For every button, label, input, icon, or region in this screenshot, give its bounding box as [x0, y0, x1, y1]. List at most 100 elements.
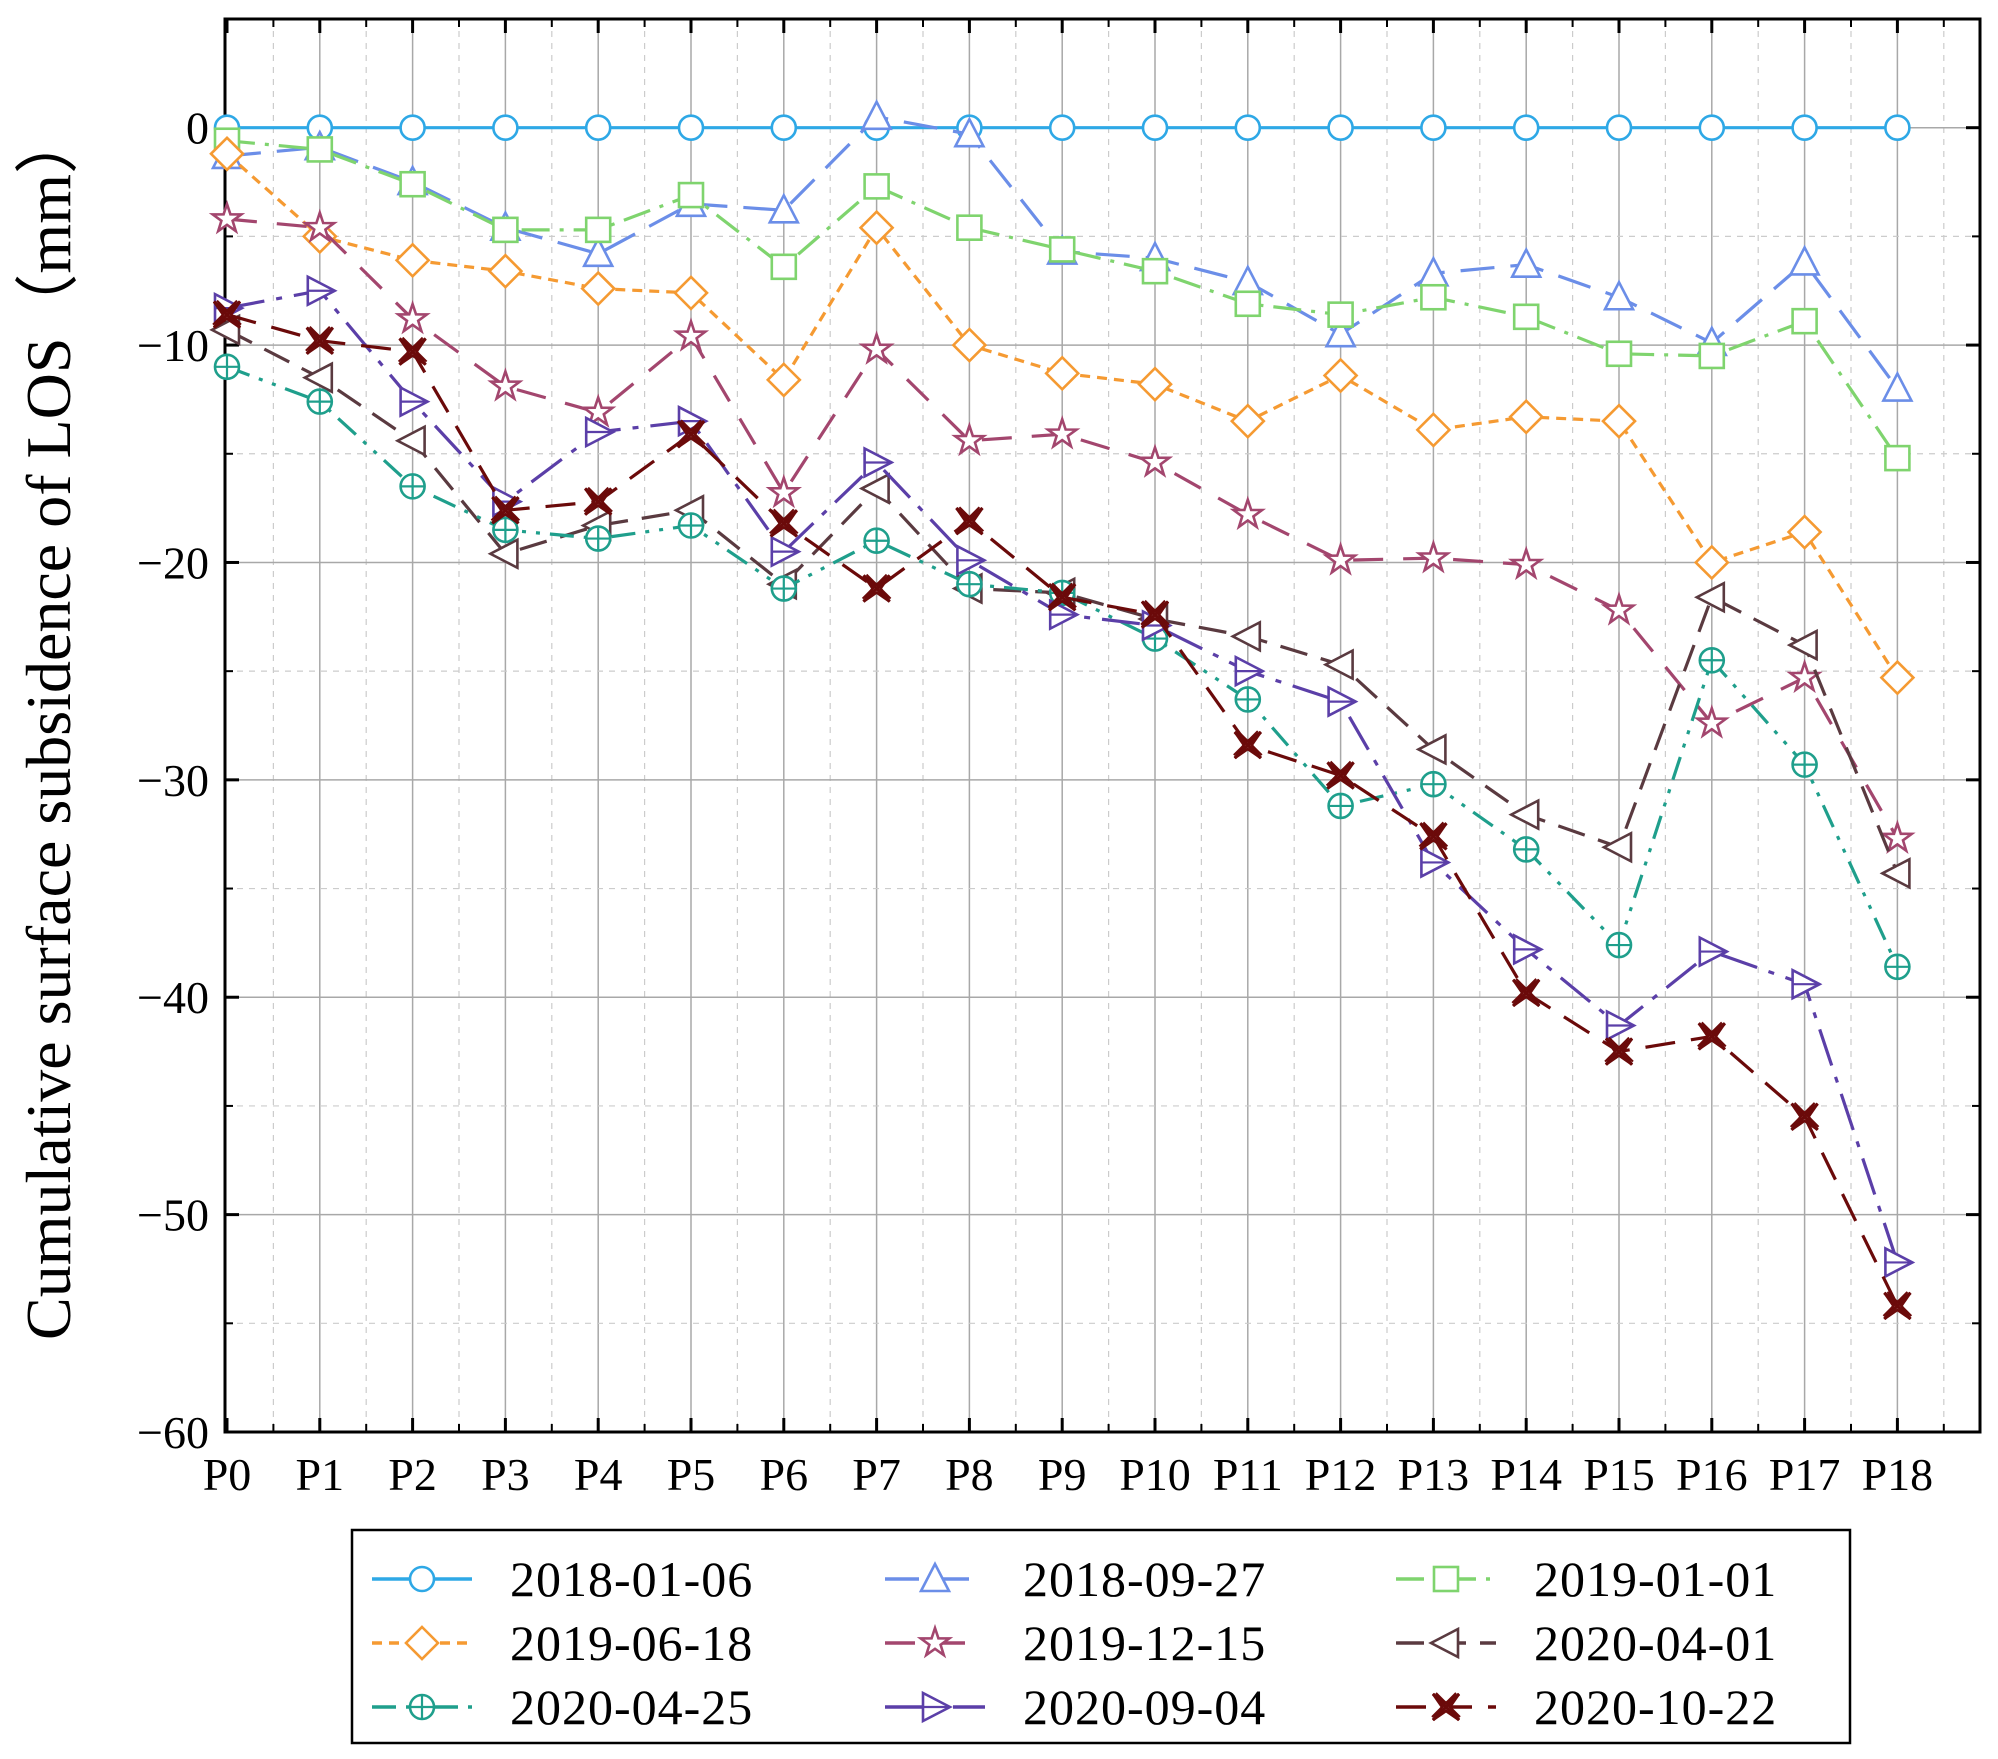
- data-point-2019-12-15-P7: [858, 330, 895, 365]
- legend-frame: [350, 1528, 1852, 1745]
- x-tick-label: P7: [852, 1449, 901, 1500]
- y-tick-label: −60: [137, 1407, 209, 1458]
- x-tick-label: P6: [760, 1449, 809, 1500]
- x-tick-label: P5: [667, 1449, 716, 1500]
- series-2019-06-18: [209, 135, 1916, 696]
- data-point-2019-12-15-P9: [1043, 415, 1081, 450]
- data-point-2020-04-01-P12: [1322, 648, 1354, 681]
- data-point-2020-04-25-P12: [1327, 792, 1354, 820]
- data-point-2019-01-01-P15: [1605, 340, 1633, 368]
- data-point-2020-10-22-P5: [676, 419, 706, 449]
- series-2018-01-06: [213, 114, 1911, 141]
- data-point-2018-09-27-P11: [1231, 264, 1264, 296]
- data-point-2020-04-25-P7: [863, 527, 890, 555]
- data-point-2019-06-18-P8: [951, 327, 988, 363]
- x-tick-label: P4: [574, 1449, 623, 1500]
- data-point-2019-01-01-P4: [584, 216, 612, 244]
- data-point-2020-10-22-P6: [769, 508, 799, 538]
- x-tick-label: P8: [945, 1449, 994, 1500]
- data-point-2019-12-15-P1: [301, 208, 339, 244]
- axes: [223, 17, 1982, 1434]
- data-point-2018-01-06-P15: [1605, 114, 1633, 141]
- data-point-2019-06-18-P10: [1137, 366, 1173, 403]
- legend-label: 2019-06-18: [510, 1615, 753, 1671]
- data-point-2018-01-06-P17: [1791, 114, 1818, 141]
- legend-item-2019-12-15: 2019-12-15: [885, 1615, 1265, 1671]
- data-point-2020-04-25-P15: [1605, 931, 1633, 959]
- data-point-2020-04-01-P16: [1693, 581, 1726, 614]
- data-point-2020-04-25-P13: [1420, 770, 1447, 798]
- data-point-2020-04-25-P6: [770, 575, 798, 602]
- legend-marker: [918, 1561, 952, 1593]
- data-point-2020-04-25-P4: [584, 525, 612, 552]
- x-tick-label: P17: [1769, 1449, 1841, 1500]
- data-point-2018-01-06-P18: [1884, 114, 1911, 141]
- data-point-2019-06-18-P7: [858, 209, 895, 246]
- data-point-2020-09-04-P7: [863, 446, 895, 479]
- data-point-2020-04-25-P3: [492, 516, 519, 544]
- data-point-2020-10-22-P10: [1140, 599, 1170, 629]
- legend-label: 2018-09-27: [1023, 1551, 1266, 1607]
- data-point-2019-01-01-P10: [1141, 257, 1169, 285]
- data-point-2019-06-18-P15: [1601, 403, 1637, 440]
- x-tick-label: P10: [1119, 1449, 1191, 1500]
- data-point-2018-09-27-P12: [1324, 316, 1357, 348]
- x-tick-label: P12: [1305, 1449, 1377, 1500]
- legend-item-2018-09-27: 2018-09-27: [885, 1551, 1266, 1607]
- data-point-2020-09-04-P15: [1605, 1009, 1637, 1042]
- legend-item-2020-10-22: 2020-10-22: [1396, 1679, 1776, 1735]
- data-point-2020-09-04-P1: [306, 274, 338, 307]
- data-point-2018-09-27-P15: [1602, 279, 1636, 311]
- legend-marker: [921, 1690, 953, 1724]
- legend-marker: [408, 1693, 436, 1721]
- legend-marker: [1431, 1692, 1461, 1722]
- data-point-2020-04-25-P5: [677, 512, 705, 539]
- data-point-2020-09-04-P13: [1420, 846, 1452, 879]
- data-point-2020-04-25-P0: [213, 353, 241, 381]
- legend-item-2019-01-01: 2019-01-01: [1396, 1551, 1777, 1607]
- data-point-2019-01-01-P12: [1327, 301, 1354, 328]
- legend-label: 2020-04-25: [510, 1679, 753, 1735]
- data-point-2019-12-15-P16: [1693, 704, 1731, 739]
- legend-marker: [1428, 1626, 1460, 1660]
- data-point-2020-09-04-P11: [1234, 655, 1266, 688]
- data-point-2020-04-01-P17: [1786, 628, 1818, 662]
- legend-label: 2019-01-01: [1534, 1551, 1777, 1607]
- data-point-2020-04-01-P14: [1508, 798, 1540, 831]
- data-point-2019-12-15-P0: [208, 199, 246, 235]
- legend-marker: [916, 1623, 954, 1659]
- data-point-2019-01-01-P11: [1234, 290, 1262, 318]
- legend-marker: [1432, 1565, 1460, 1593]
- series-2020-10-22: [212, 299, 1913, 1321]
- data-point-2019-06-18-P2: [394, 242, 431, 279]
- y-tick-label: −30: [137, 755, 209, 806]
- data-point-2020-04-01-P15: [1601, 831, 1633, 864]
- data-point-2020-09-04-P16: [1698, 935, 1730, 968]
- data-point-2019-06-18-P4: [580, 270, 617, 307]
- data-point-2020-09-04-P4: [584, 415, 617, 449]
- data-point-2020-10-22-P14: [1511, 978, 1541, 1008]
- data-point-2019-06-18-P6: [765, 362, 802, 398]
- data-point-2019-01-01-P6: [770, 253, 798, 281]
- data-point-2019-06-18-P5: [673, 275, 709, 311]
- data-point-2018-09-27-P17: [1788, 244, 1821, 276]
- data-point-2020-10-22-P11: [1233, 730, 1263, 760]
- series-group: [208, 98, 1916, 1321]
- x-tick-label: P13: [1398, 1449, 1470, 1500]
- data-point-2019-12-15-P5: [672, 317, 710, 352]
- data-point-2020-04-01-P7: [858, 472, 890, 505]
- data-point-2019-12-15-P15: [1600, 591, 1638, 626]
- x-tick-label: P2: [388, 1449, 437, 1500]
- data-point-2019-12-15-P14: [1507, 545, 1545, 581]
- data-point-2019-01-01-P13: [1420, 283, 1447, 311]
- data-point-2018-01-06-P16: [1698, 114, 1726, 141]
- series-2019-01-01: [213, 127, 1911, 472]
- series-2019-12-15: [208, 199, 1916, 854]
- y-axis-label: Cumulative surface subsidence of LOS（mm）: [13, 110, 84, 1340]
- x-tick-label: P3: [481, 1449, 530, 1500]
- data-point-2019-06-18-P17: [1786, 514, 1823, 550]
- data-point-2018-01-06-P3: [492, 114, 519, 141]
- data-point-2020-04-01-P13: [1415, 733, 1447, 766]
